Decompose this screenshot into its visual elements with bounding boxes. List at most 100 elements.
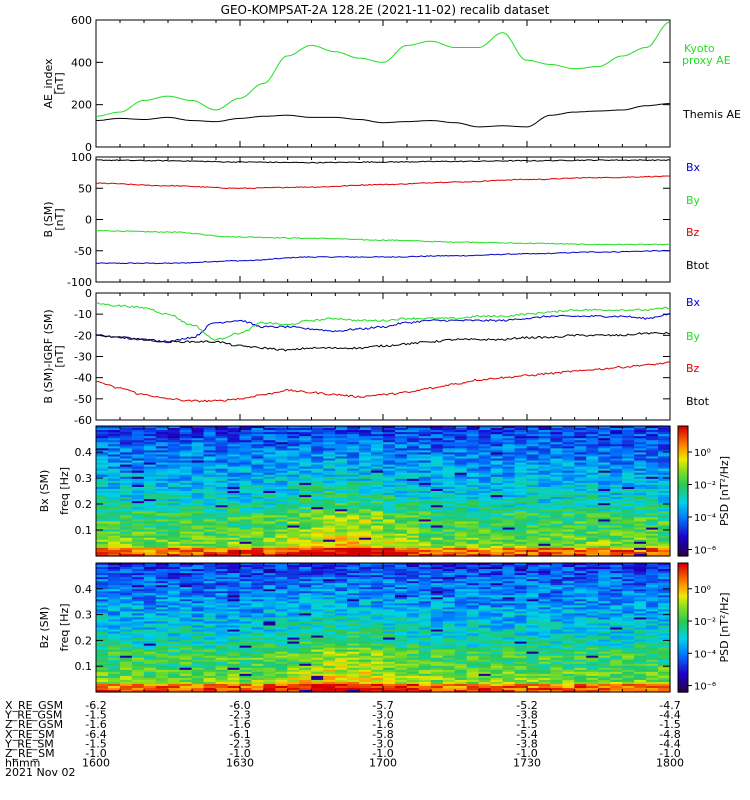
spectrogram-cell <box>227 434 241 437</box>
spectrogram-cell <box>430 474 444 478</box>
spectrogram-cell <box>347 513 360 516</box>
spectrogram-cell <box>251 505 265 508</box>
spectrogram-cell <box>478 545 492 549</box>
spectrogram-cell <box>430 472 444 476</box>
spectrogram-cell <box>215 434 229 437</box>
spectrogram-cell <box>143 436 157 439</box>
spectrogram-cell <box>251 539 265 543</box>
spectrogram-cell <box>191 683 205 687</box>
spectrogram-cell <box>239 438 253 441</box>
spectrogram-cell <box>251 571 265 574</box>
spectrogram-cell <box>347 589 360 592</box>
spectrogram-cell <box>299 442 312 445</box>
spectrogram-cell <box>442 478 456 482</box>
spectrogram-cell <box>96 627 109 631</box>
spectrogram-cell <box>371 482 384 486</box>
spectrogram-cell <box>574 519 587 523</box>
spectrogram-cell <box>502 452 516 456</box>
spectrogram-cell <box>514 470 528 474</box>
spectrogram-cell <box>119 667 133 671</box>
spectrogram-cell <box>574 464 587 468</box>
spectrogram-cell <box>275 543 288 547</box>
spectrogram-cell <box>586 460 599 464</box>
spectrogram-cell <box>359 615 372 619</box>
spectrogram-cell <box>287 478 300 482</box>
spectrogram-cell <box>562 482 575 486</box>
spectrogram-cell <box>227 468 241 472</box>
spectrogram-cell <box>550 482 563 486</box>
spectrogram-cell <box>359 521 372 525</box>
spectrogram-cell <box>275 426 288 429</box>
spectrogram-cell <box>167 655 181 659</box>
spectrogram-cell <box>586 497 599 500</box>
spectrogram-cell <box>227 507 241 510</box>
spectrogram-cell <box>167 543 181 547</box>
spectrogram-cell <box>371 681 384 685</box>
spectrogram-cell <box>143 482 157 486</box>
spectrogram-cell <box>167 565 181 568</box>
spectrogram-cell <box>466 513 480 516</box>
spectrogram-cell <box>526 480 540 484</box>
spectrogram-cell <box>359 613 372 617</box>
spectrogram-cell <box>490 511 504 514</box>
spectrogram-cell <box>275 671 288 675</box>
spectrogram-cell <box>371 601 384 604</box>
spectrogram-cell <box>442 460 456 464</box>
spectrogram-cell <box>394 505 408 508</box>
spectrogram-cell <box>550 505 563 508</box>
spectrogram-cell <box>96 593 109 596</box>
spectrogram-cell <box>311 591 324 594</box>
spectrogram-cell <box>239 444 253 447</box>
spectrogram-cell <box>598 430 611 433</box>
spectrogram-cell <box>502 468 516 472</box>
spectrogram-cell <box>598 531 611 535</box>
spectrogram-cell <box>646 456 659 460</box>
spectrogram-cell <box>191 677 205 681</box>
spectrogram-cell <box>287 567 300 570</box>
spectrogram-cell <box>311 567 324 570</box>
spectrogram-cell <box>598 468 611 472</box>
spectrogram-cell <box>442 456 456 460</box>
spectrogram-cell <box>131 493 145 496</box>
spectrogram-cell <box>371 462 384 466</box>
spectrogram-cell <box>119 591 133 594</box>
spectrogram-cell <box>227 448 241 451</box>
spectrogram-cell <box>119 482 133 486</box>
spectrogram-cell <box>203 464 217 468</box>
spectrogram-cell <box>323 677 336 681</box>
colorbar-step <box>678 497 688 501</box>
spectrogram-cell <box>359 472 372 476</box>
spectrogram-cell <box>119 513 133 516</box>
spectrogram-cell <box>107 653 121 657</box>
spectrogram-cell <box>119 549 133 553</box>
spectrogram-cell <box>191 537 205 541</box>
spectrogram-cell <box>418 521 432 525</box>
spectrogram-cell <box>143 597 157 600</box>
spectrogram-cell <box>167 509 181 512</box>
spectrogram-cell <box>203 493 217 496</box>
spectrogram-cell <box>107 476 121 480</box>
spectrogram-cell <box>155 458 169 462</box>
spectrogram-cell <box>383 575 396 578</box>
spectrogram-cell <box>311 430 324 433</box>
spectrogram-cell <box>550 531 563 535</box>
spectrogram-cell <box>562 434 575 437</box>
spectrogram-cell <box>418 507 432 510</box>
spectrogram-cell <box>239 599 253 602</box>
spectrogram-cell <box>215 575 229 578</box>
spectrogram-cell <box>586 527 599 531</box>
spectrogram-cell <box>107 545 121 549</box>
spectrogram-cell <box>203 436 217 439</box>
spectrogram-cell <box>622 458 635 462</box>
spectrogram-cell <box>191 669 205 673</box>
spectrogram-cell <box>107 635 121 639</box>
spectrogram-cell <box>359 454 372 458</box>
spectrogram-cell <box>478 436 492 439</box>
spectrogram-cell <box>179 482 193 486</box>
spectrogram-cell <box>143 472 157 476</box>
spectrogram-cell <box>574 446 587 449</box>
spectrogram-cell <box>574 484 587 488</box>
spectrogram-cell <box>239 468 253 472</box>
spectrogram-cell <box>131 619 145 623</box>
spectrogram-cell <box>299 464 312 468</box>
